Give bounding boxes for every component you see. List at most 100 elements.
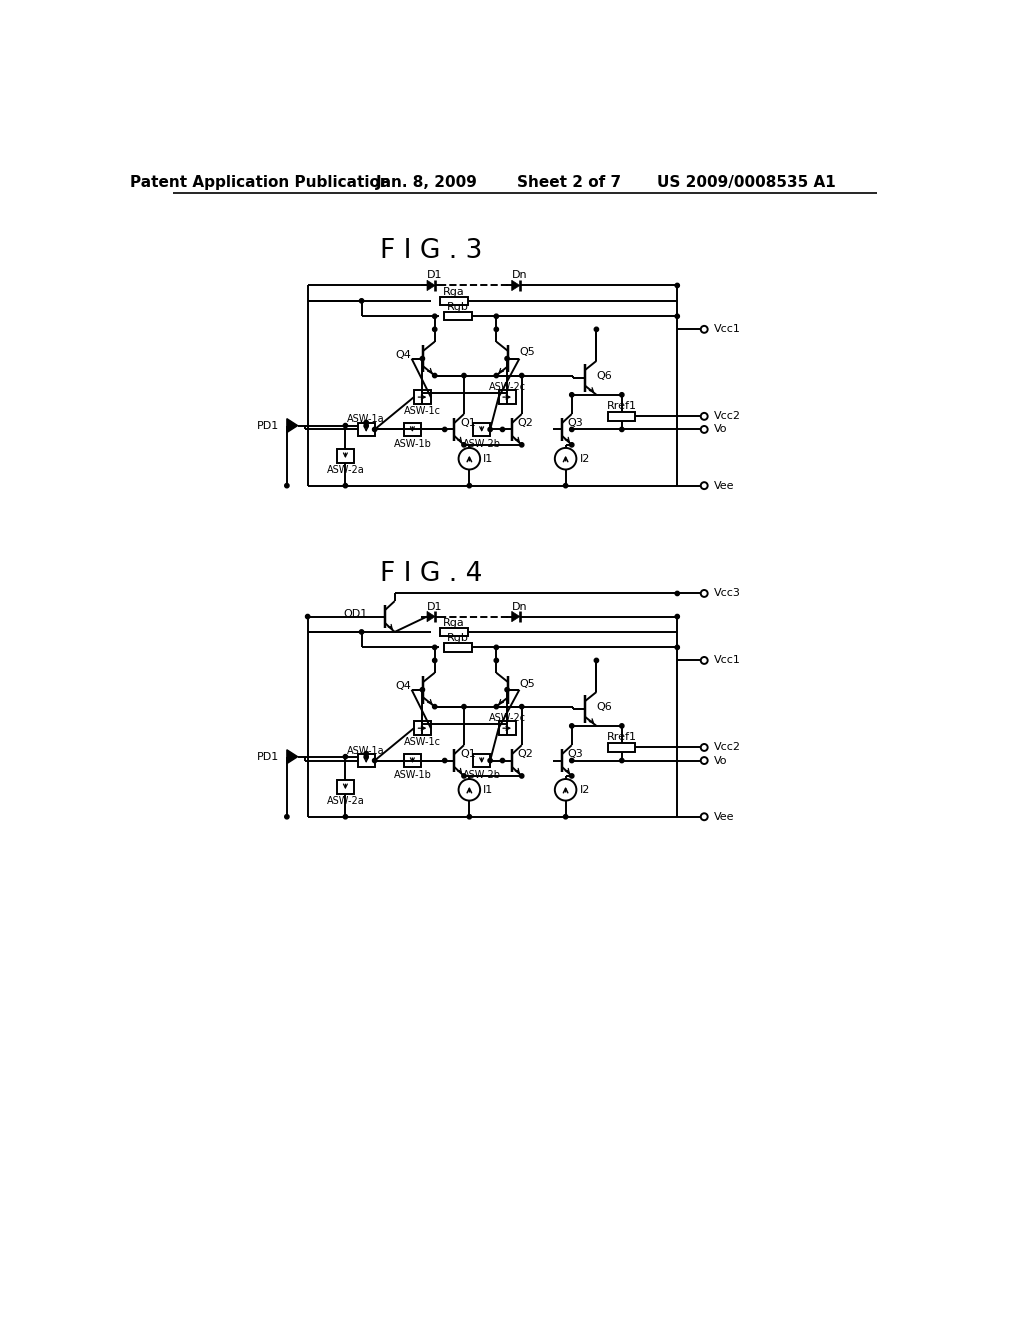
Text: Dn: Dn — [512, 271, 527, 280]
Polygon shape — [427, 611, 435, 622]
Text: Rgb: Rgb — [446, 302, 469, 312]
Text: Q6: Q6 — [596, 702, 612, 713]
Text: Vcc2: Vcc2 — [714, 412, 740, 421]
Circle shape — [285, 814, 289, 818]
Circle shape — [495, 374, 499, 378]
Text: Q6: Q6 — [596, 371, 612, 381]
Circle shape — [620, 759, 624, 763]
Circle shape — [563, 814, 567, 818]
Circle shape — [343, 814, 347, 818]
Circle shape — [467, 483, 471, 488]
Text: Q3: Q3 — [567, 418, 584, 428]
Text: I1: I1 — [483, 454, 494, 463]
Text: Patent Application Publication: Patent Application Publication — [130, 174, 390, 190]
Bar — [337, 449, 354, 462]
Circle shape — [519, 442, 524, 447]
Circle shape — [675, 284, 679, 288]
Circle shape — [700, 657, 708, 664]
Polygon shape — [287, 750, 298, 763]
Circle shape — [495, 327, 499, 331]
Circle shape — [343, 755, 347, 759]
Text: I1: I1 — [483, 785, 494, 795]
Text: ASW-2c: ASW-2c — [488, 713, 525, 723]
Text: Rgb: Rgb — [446, 634, 469, 643]
Text: Vee: Vee — [714, 812, 734, 822]
Circle shape — [519, 774, 524, 777]
Text: ASW-1c: ASW-1c — [403, 407, 441, 416]
Circle shape — [459, 779, 480, 800]
Bar — [444, 643, 472, 652]
Text: I2: I2 — [580, 454, 590, 463]
Text: Vcc1: Vcc1 — [714, 325, 741, 334]
Circle shape — [462, 374, 466, 378]
Circle shape — [700, 744, 708, 751]
Text: Q5: Q5 — [519, 678, 535, 689]
Circle shape — [569, 428, 573, 432]
Circle shape — [555, 779, 577, 800]
Circle shape — [569, 759, 573, 763]
Circle shape — [594, 327, 599, 331]
Circle shape — [495, 645, 499, 649]
Text: Jan. 8, 2009: Jan. 8, 2009 — [376, 174, 478, 190]
Bar — [440, 628, 468, 636]
Text: Rref1: Rref1 — [607, 733, 637, 742]
Circle shape — [343, 424, 347, 428]
Text: Vo: Vo — [714, 425, 727, 434]
Circle shape — [700, 482, 708, 490]
Text: Q2: Q2 — [518, 750, 534, 759]
Polygon shape — [512, 611, 520, 622]
Text: Sheet 2 of 7: Sheet 2 of 7 — [517, 174, 622, 190]
Circle shape — [675, 591, 679, 595]
Circle shape — [359, 630, 364, 634]
Text: Rref1: Rref1 — [607, 401, 637, 412]
Text: D1: D1 — [427, 271, 442, 280]
Circle shape — [420, 356, 425, 360]
Polygon shape — [287, 418, 298, 433]
Text: ASW-1b: ASW-1b — [393, 440, 431, 449]
Bar — [403, 422, 421, 437]
Circle shape — [675, 645, 679, 649]
Text: Q4: Q4 — [395, 681, 411, 690]
Circle shape — [364, 424, 369, 428]
Bar — [357, 422, 375, 437]
Circle shape — [343, 483, 347, 488]
Bar — [473, 754, 490, 767]
Bar — [440, 297, 468, 305]
Circle shape — [700, 813, 708, 820]
Circle shape — [432, 327, 437, 331]
Circle shape — [285, 483, 289, 488]
Bar — [608, 743, 635, 751]
Circle shape — [359, 298, 364, 304]
Text: Q5: Q5 — [519, 347, 535, 358]
Circle shape — [488, 759, 493, 763]
Circle shape — [420, 688, 425, 692]
Circle shape — [594, 659, 599, 663]
Text: QD1: QD1 — [343, 610, 368, 619]
Text: Vee: Vee — [714, 480, 734, 491]
Text: ASW-2a: ASW-2a — [327, 796, 365, 807]
Bar — [337, 780, 354, 793]
Text: ASW-2c: ASW-2c — [488, 381, 525, 392]
Circle shape — [569, 774, 573, 777]
Circle shape — [700, 758, 708, 764]
Text: ASW-2b: ASW-2b — [463, 440, 501, 449]
Bar — [499, 391, 515, 404]
Text: PD1: PD1 — [257, 751, 280, 762]
Circle shape — [373, 428, 377, 432]
Text: ASW-1b: ASW-1b — [393, 770, 431, 780]
Bar — [608, 412, 635, 421]
Circle shape — [432, 314, 437, 318]
Text: Q2: Q2 — [518, 418, 534, 428]
Text: ASW-1a: ASW-1a — [347, 414, 385, 425]
Text: Vo: Vo — [714, 755, 727, 766]
Circle shape — [364, 420, 369, 425]
Text: Q3: Q3 — [567, 750, 584, 759]
Bar — [414, 391, 431, 404]
Circle shape — [432, 659, 437, 663]
Bar — [444, 312, 472, 321]
Circle shape — [675, 614, 679, 619]
Circle shape — [373, 759, 377, 763]
Text: Vcc1: Vcc1 — [714, 656, 740, 665]
Text: Q4: Q4 — [395, 350, 411, 360]
Circle shape — [501, 428, 505, 432]
